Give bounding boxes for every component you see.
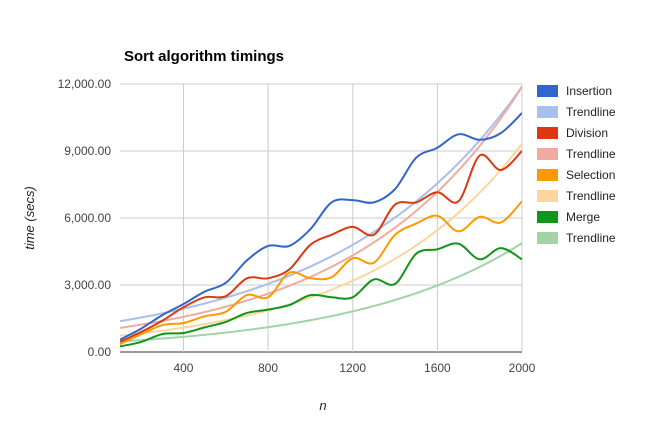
legend-label-insertion: Insertion (566, 84, 612, 98)
x-tick-label: 800 (258, 361, 278, 375)
y-tick-label: 0.00 (88, 345, 112, 359)
legend-swatch-merge (537, 211, 558, 223)
legend-label-selection: Selection (566, 168, 615, 182)
data-series (120, 112, 522, 348)
y-tick-label: 3,000.00 (64, 278, 111, 292)
series-line-insertion (120, 112, 522, 341)
chart-title: Sort algorithm timings (124, 48, 284, 65)
legend-swatch-trendline-selection (537, 190, 558, 202)
legend-label-trendline-selection: Trendline (566, 189, 616, 203)
legend-swatch-insertion (537, 85, 558, 97)
legend-label-merge: Merge (566, 210, 600, 224)
axes: 0.00 3,000.00 6,000.00 9,000.00 12,000.00 400… (58, 77, 536, 375)
legend-swatch-selection (537, 169, 558, 181)
series-line-merge (120, 242, 522, 348)
legend-swatch-trendline-merge (537, 232, 558, 244)
legend-label-trendline-merge: Trendline (566, 231, 616, 245)
trendline-division (120, 86, 522, 329)
legend: Insertion Trendline Division Trendline Selec… (537, 84, 616, 245)
x-tick-label: 2000 (509, 361, 536, 375)
legend-swatch-division (537, 127, 558, 139)
trendlines (120, 85, 522, 343)
legend-swatch-trendline-insertion (537, 106, 558, 118)
x-tick-label: 1600 (424, 361, 451, 375)
gridlines (120, 83, 523, 353)
legend-label-trendline-division: Trendline (566, 147, 616, 161)
series-line-division (120, 150, 522, 343)
series-line-selection (120, 200, 522, 346)
legend-label-trendline-insertion: Trendline (566, 105, 616, 119)
trendline-merge (120, 242, 522, 343)
x-tick-label: 400 (173, 361, 193, 375)
legend-label-division: Division (566, 126, 608, 140)
x-tick-label: 1200 (339, 361, 366, 375)
y-axis-label: time (secs) (22, 186, 37, 250)
legend-swatch-trendline-division (537, 148, 558, 160)
y-tick-label: 12,000.00 (58, 77, 112, 91)
trendline-selection (120, 143, 522, 337)
x-axis-label: n (319, 398, 326, 413)
trendline-insertion (120, 85, 522, 323)
y-tick-label: 9,000.00 (64, 144, 111, 158)
y-tick-label: 6,000.00 (64, 211, 111, 225)
